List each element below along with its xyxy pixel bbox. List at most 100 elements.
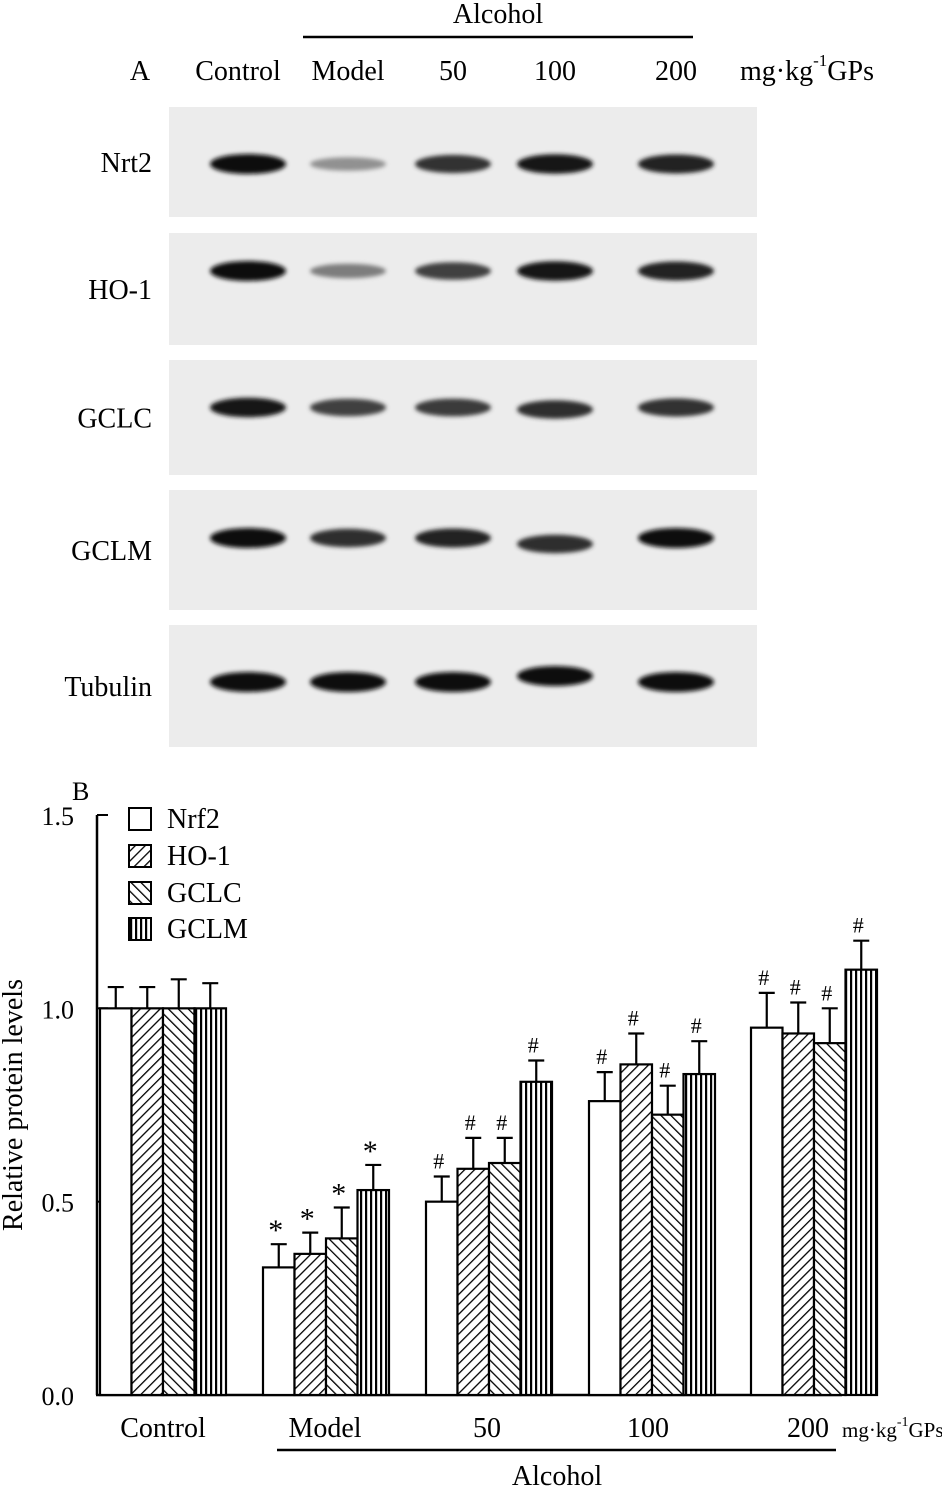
bar — [487, 1161, 522, 1397]
significance-mark: # — [659, 1058, 670, 1083]
bar — [424, 1200, 459, 1397]
blot-row-label: GCLC — [77, 404, 152, 435]
significance-mark: # — [691, 1013, 702, 1038]
blot-band — [310, 157, 386, 171]
bar — [650, 1113, 685, 1397]
y-tick-label: 1.0 — [42, 995, 75, 1024]
bar — [587, 1100, 622, 1397]
blot-band — [517, 154, 593, 174]
significance-mark: # — [496, 1110, 507, 1135]
blot-band — [415, 398, 491, 417]
blot-band — [638, 398, 714, 417]
blot-rows: Nrt2 HO-1 GCLC GCLM Tubulin — [64, 107, 757, 747]
bar-group: # # # # — [424, 1033, 554, 1397]
blot-band — [310, 263, 386, 279]
blot-band — [638, 261, 714, 281]
blot-row-label: Tubulin — [64, 672, 152, 703]
blot-row: Tubulin — [64, 625, 757, 747]
x-tick-label: 50 — [473, 1413, 501, 1444]
blot-band — [638, 672, 714, 692]
bar — [161, 1007, 196, 1397]
panel-a-label: A — [130, 56, 151, 87]
legend-swatch — [128, 881, 152, 905]
blot-row-label: Nrt2 — [101, 148, 152, 179]
significance-mark: # — [433, 1149, 444, 1174]
blot-band — [210, 528, 286, 548]
bar — [781, 1032, 816, 1397]
legend-label: GCLM — [167, 914, 248, 945]
bars: * * * * # # # # # # # # # # # # — [98, 913, 879, 1397]
y-axis-label: Relative protein levels — [0, 979, 29, 1231]
lane-label: Control — [195, 56, 281, 87]
blot-membrane — [169, 233, 757, 345]
significance-mark: # — [821, 980, 832, 1005]
blot-membrane — [169, 490, 757, 610]
western-blot-panel: A Alcohol Control Model 50 100 200 mg·kg-1GP… — [64, 0, 874, 747]
blot-band — [415, 154, 491, 174]
unit-label-b: mg·kg-1GPs — [842, 1415, 942, 1442]
bar — [519, 1080, 554, 1397]
blot-band — [638, 154, 714, 174]
y-tick-label: 1.5 — [42, 802, 75, 831]
legend-label: Nrf2 — [167, 804, 220, 835]
lane-label: Model — [311, 56, 384, 87]
bar — [130, 1007, 165, 1397]
bar-chart-panel: B Relative protein levels 0.0 0.5 1.0 1.5 *… — [0, 777, 942, 1489]
blot-band — [415, 262, 491, 280]
bar-group: # # # # — [749, 913, 879, 1397]
bar-group: * * * * — [261, 1135, 391, 1397]
unit-label-a: mg·kg-1GPs — [740, 51, 874, 87]
blot-band — [517, 400, 593, 419]
bar — [844, 968, 879, 1397]
bar — [812, 1042, 847, 1397]
bar — [261, 1266, 296, 1397]
blot-band — [210, 672, 286, 692]
blot-row: GCLM — [71, 490, 757, 610]
x-tick-labels: Control Model 50 100 200 — [120, 1413, 829, 1444]
blot-row-label: GCLM — [71, 536, 152, 567]
lane-label: 200 — [655, 56, 697, 87]
blot-band — [517, 666, 593, 686]
blot-band — [415, 672, 491, 692]
significance-mark: * — [268, 1214, 283, 1247]
legend-swatch — [128, 807, 152, 831]
alcohol-label-a: Alcohol — [453, 0, 543, 30]
bar — [324, 1237, 359, 1397]
alcohol-label-b: Alcohol — [512, 1461, 602, 1489]
bar — [193, 1007, 228, 1397]
significance-mark: # — [853, 913, 864, 938]
y-tick-label: 0.5 — [42, 1189, 75, 1218]
blot-row-label: HO-1 — [88, 275, 152, 306]
blot-band — [638, 528, 714, 548]
legend-swatch — [128, 917, 152, 941]
bar — [682, 1072, 717, 1397]
significance-mark: # — [628, 1005, 639, 1030]
significance-mark: # — [528, 1033, 539, 1058]
significance-mark: * — [363, 1135, 378, 1168]
significance-mark: # — [790, 975, 801, 1000]
y-tick-label: 0.0 — [42, 1382, 75, 1411]
bar — [456, 1167, 491, 1397]
bar-group — [98, 978, 228, 1397]
significance-mark: # — [596, 1044, 607, 1069]
blot-row: GCLC — [77, 360, 757, 475]
x-tick-label: 200 — [787, 1413, 829, 1444]
legend-swatch — [128, 844, 152, 868]
lane-labels: Control Model 50 100 200 — [195, 56, 697, 87]
legend-label: HO-1 — [167, 841, 231, 872]
bar — [293, 1252, 328, 1397]
bar — [98, 1007, 133, 1397]
blot-band — [517, 534, 593, 554]
bar — [356, 1188, 391, 1397]
blot-band — [517, 261, 593, 281]
panel-b-label: B — [72, 777, 89, 806]
legend-label: GCLC — [167, 878, 242, 909]
blot-band — [415, 528, 491, 548]
x-tick-label: Model — [288, 1413, 361, 1444]
significance-mark: # — [465, 1110, 476, 1135]
blot-row: Nrt2 — [101, 107, 757, 217]
blot-membrane — [169, 360, 757, 475]
blot-band — [210, 397, 286, 418]
bar — [619, 1063, 654, 1397]
